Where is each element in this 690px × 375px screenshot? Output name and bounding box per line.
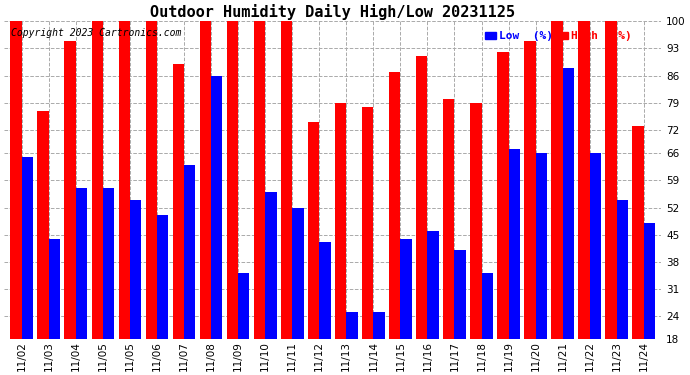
Legend: Low  (%), High  (%): Low (%), High (%) — [480, 27, 636, 46]
Bar — [389, 72, 400, 375]
Bar — [37, 111, 49, 375]
Bar — [254, 21, 265, 375]
Bar — [578, 21, 590, 375]
Bar — [76, 188, 87, 375]
Bar — [130, 200, 141, 375]
Bar — [211, 76, 222, 375]
Bar — [22, 157, 33, 375]
Bar — [172, 64, 184, 375]
Title: Outdoor Humidity Daily High/Low 20231125: Outdoor Humidity Daily High/Low 20231125 — [150, 4, 515, 20]
Bar — [184, 165, 195, 375]
Bar — [265, 192, 277, 375]
Text: Copyright 2023 Cartronics.com: Copyright 2023 Cartronics.com — [11, 28, 181, 38]
Bar — [633, 126, 644, 375]
Bar — [64, 41, 76, 375]
Bar — [551, 21, 562, 375]
Bar — [308, 122, 319, 375]
Bar — [427, 231, 439, 375]
Bar — [524, 41, 535, 375]
Bar — [416, 56, 427, 375]
Bar — [292, 207, 304, 375]
Bar — [119, 21, 130, 375]
Bar — [146, 21, 157, 375]
Bar — [455, 250, 466, 375]
Bar — [346, 312, 357, 375]
Bar — [157, 215, 168, 375]
Bar — [482, 273, 493, 375]
Bar — [103, 188, 115, 375]
Bar — [335, 103, 346, 375]
Bar — [199, 21, 211, 375]
Bar — [49, 238, 60, 375]
Bar — [227, 21, 238, 375]
Bar — [10, 21, 22, 375]
Bar — [238, 273, 250, 375]
Bar — [562, 68, 574, 375]
Bar — [509, 149, 520, 375]
Bar — [443, 99, 455, 375]
Bar — [281, 21, 292, 375]
Bar — [362, 106, 373, 375]
Bar — [470, 103, 482, 375]
Bar — [535, 153, 547, 375]
Bar — [373, 312, 385, 375]
Bar — [590, 153, 601, 375]
Bar — [319, 243, 331, 375]
Bar — [400, 238, 412, 375]
Bar — [497, 53, 509, 375]
Bar — [644, 223, 655, 375]
Bar — [617, 200, 628, 375]
Bar — [605, 21, 617, 375]
Bar — [92, 21, 103, 375]
